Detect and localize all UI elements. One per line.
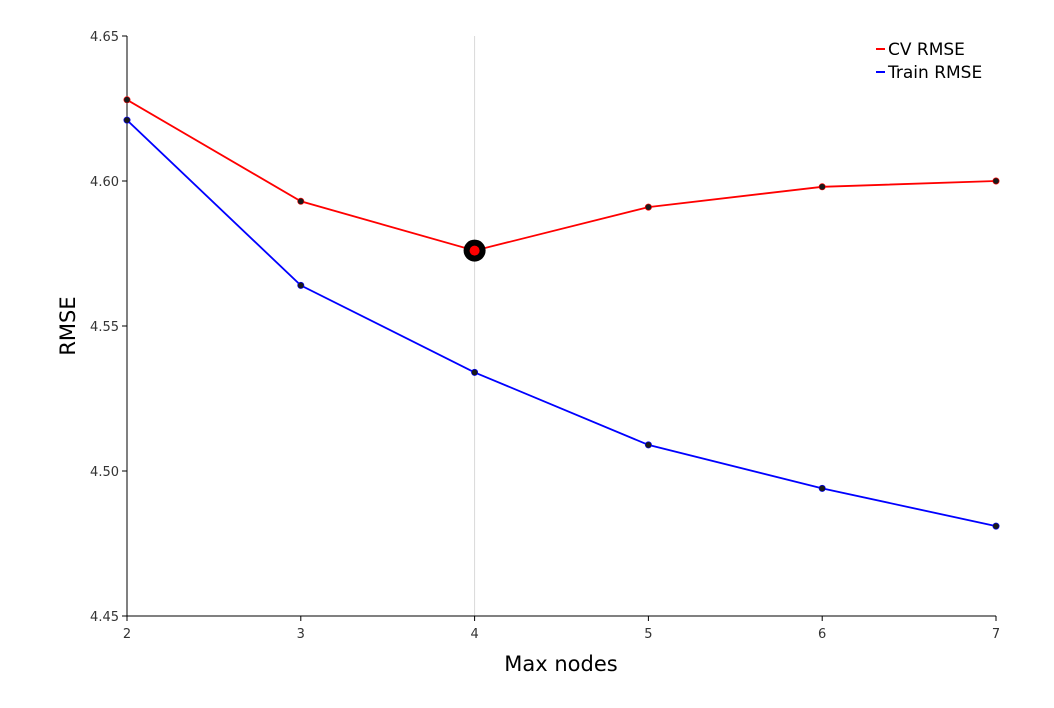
cv-rmse-point <box>123 96 131 104</box>
cv-rmse-point <box>992 177 1000 185</box>
y-tick-label: 4.60 <box>90 175 119 190</box>
x-ticks: 2 3 4 5 6 7 <box>123 616 1000 642</box>
y-tick-label: 4.50 <box>90 465 119 480</box>
y-axis-title: RMSE <box>56 296 80 355</box>
cv-rmse-point <box>297 197 305 205</box>
y-ticks: 4.45 4.50 4.55 4.60 4.65 <box>90 30 127 625</box>
y-tick-label: 4.65 <box>90 30 119 45</box>
x-tick-label: 3 <box>297 627 305 642</box>
x-tick-label: 5 <box>644 627 652 642</box>
legend-label-train-rmse: Train RMSE <box>887 63 982 83</box>
x-tick-label: 6 <box>818 627 826 642</box>
x-tick-label: 4 <box>470 627 478 642</box>
train-rmse-point <box>297 281 305 289</box>
x-axis-title: Max nodes <box>504 652 617 676</box>
train-rmse-point <box>992 522 1000 530</box>
cv-rmse-line <box>126 99 997 252</box>
best-point-marker-inner <box>469 245 480 256</box>
y-tick-label: 4.55 <box>90 320 119 335</box>
train-rmse-point <box>123 116 131 124</box>
cv-rmse-point <box>818 183 826 191</box>
y-tick-label: 4.45 <box>90 610 119 625</box>
train-rmse-line <box>126 119 997 527</box>
highlight-layer <box>463 239 486 262</box>
x-tick-label: 2 <box>123 627 131 642</box>
legend: CV RMSE Train RMSE <box>876 40 982 83</box>
x-tick-label: 7 <box>992 627 1000 642</box>
train-rmse-point <box>644 441 652 449</box>
train-rmse-point <box>471 368 479 376</box>
legend-label-cv-rmse: CV RMSE <box>888 40 965 60</box>
train-rmse-point <box>818 484 826 492</box>
series-layer <box>123 96 1000 530</box>
axes <box>126 36 996 617</box>
cv-rmse-point <box>644 203 652 211</box>
